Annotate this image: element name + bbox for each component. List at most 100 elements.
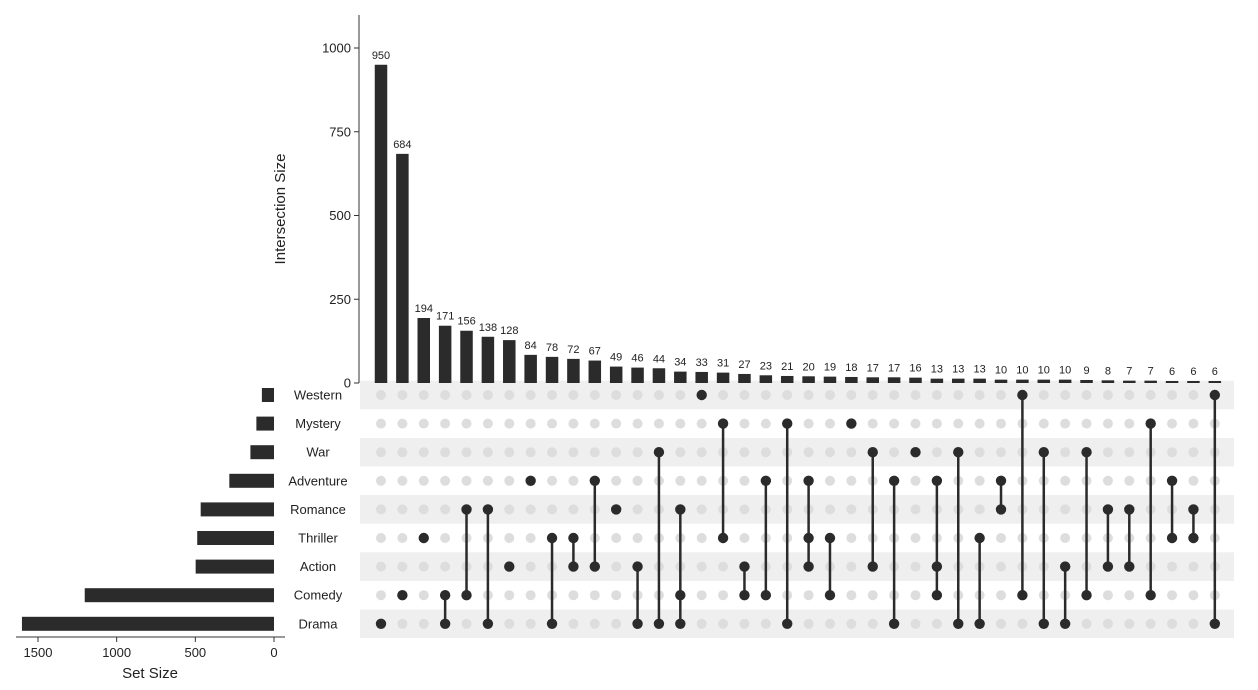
matrix-dot-inactive — [397, 475, 408, 486]
matrix-dot-active — [482, 618, 494, 629]
matrix-dot-inactive — [867, 618, 878, 629]
matrix-dot-inactive — [1102, 590, 1113, 601]
matrix-dot-inactive — [525, 447, 536, 458]
matrix-dot-inactive — [653, 390, 664, 400]
matrix-dot-inactive — [739, 418, 750, 429]
matrix-dot-inactive — [824, 390, 835, 400]
matrix-dot-inactive — [675, 447, 686, 458]
matrix-dot-inactive — [675, 390, 686, 400]
intersection-value-label: 18 — [845, 362, 857, 374]
intersection-bar — [952, 378, 965, 383]
matrix-dot-inactive — [482, 390, 493, 400]
matrix-dot-inactive — [376, 475, 386, 486]
intersection-tick-label: 750 — [329, 124, 351, 139]
matrix-dot-inactive — [1017, 618, 1028, 629]
matrix-dot-active — [568, 561, 579, 572]
matrix-dot-active — [782, 618, 793, 629]
matrix-dot-active — [739, 561, 750, 572]
matrix-dot-inactive — [760, 447, 771, 458]
matrix-dot-active — [439, 590, 451, 601]
intersection-bar — [887, 377, 901, 383]
intersection-value-label: 20 — [802, 361, 814, 373]
matrix-dot-active — [1102, 504, 1114, 515]
matrix-dot-inactive — [846, 618, 857, 629]
matrix-dot-inactive — [931, 390, 942, 400]
intersection-bar — [716, 372, 730, 383]
matrix-dot-inactive — [568, 447, 579, 458]
matrix-dot-inactive — [1124, 390, 1135, 400]
intersection-value-label: 46 — [631, 353, 643, 365]
matrix-dot-active — [418, 532, 429, 544]
matrix-dot-inactive — [974, 418, 985, 429]
matrix-dot-inactive — [803, 447, 814, 458]
set-size-axis: 1500 1000 500 0 Set Size — [16, 636, 285, 682]
set-label-adventure: Adventure — [288, 473, 347, 488]
intersection-bar — [1187, 380, 1200, 383]
intersection-value-label: 33 — [696, 357, 708, 369]
set-label-comedy: Comedy — [294, 588, 343, 603]
intersection-value-label: 128 — [500, 325, 518, 337]
matrix-dot-inactive — [568, 418, 579, 429]
matrix-dot-inactive — [418, 504, 429, 515]
intersection-bar — [374, 64, 388, 383]
intersection-bar — [738, 373, 751, 383]
matrix-dot-active — [953, 447, 964, 458]
matrix-dot-inactive — [1167, 390, 1178, 400]
matrix-dot-inactive — [440, 533, 451, 543]
set-size-bar-mystery — [256, 416, 274, 431]
set-tick-label: 1500 — [24, 645, 53, 660]
matrix-dot-active — [995, 475, 1007, 486]
intersection-bar — [1058, 379, 1072, 383]
matrix-dot-inactive — [931, 447, 942, 458]
matrix-dot-active — [910, 447, 921, 458]
matrix-dot-active — [867, 561, 878, 572]
intersection-value-label: 17 — [888, 362, 900, 374]
intersection-tick-label: 0 — [344, 376, 351, 391]
intersection-bar — [417, 318, 431, 383]
matrix-dot-inactive — [803, 590, 814, 601]
matrix-dot-inactive — [376, 418, 386, 429]
matrix-dot-active — [1145, 418, 1156, 429]
matrix-dot-inactive — [696, 561, 707, 572]
matrix-dot-active — [867, 447, 878, 458]
set-label-western: Western — [294, 388, 342, 403]
matrix-dot-inactive — [440, 447, 451, 458]
matrix-dot-inactive — [974, 504, 985, 515]
intersection-value-label: 684 — [393, 139, 411, 151]
matrix-dot-inactive — [996, 533, 1007, 543]
matrix-dot-inactive — [440, 504, 451, 515]
matrix-dot-inactive — [611, 447, 622, 458]
matrix-dot-inactive — [589, 447, 600, 458]
matrix-dot-inactive — [376, 533, 386, 543]
matrix-dot-inactive — [824, 504, 835, 515]
matrix-dot-inactive — [461, 418, 472, 429]
intersection-bar — [567, 358, 580, 383]
intersection-tick-label: 500 — [329, 208, 351, 223]
matrix-dot-active — [717, 418, 729, 429]
matrix-dot-inactive — [1060, 504, 1071, 515]
matrix-dot-inactive — [1188, 618, 1199, 629]
matrix-dot-inactive — [846, 533, 857, 543]
matrix-dot-inactive — [1060, 475, 1071, 486]
intersection-value-label: 84 — [525, 340, 537, 352]
intersection-value-label: 23 — [760, 360, 772, 372]
matrix-dot-inactive — [803, 418, 814, 429]
intersection-bar — [1165, 380, 1179, 383]
matrix-dot-inactive — [718, 390, 729, 400]
matrix-dot-inactive — [1167, 418, 1178, 429]
matrix-dot-inactive — [397, 390, 408, 400]
matrix-dot-inactive — [910, 504, 921, 515]
matrix-dot-inactive — [589, 618, 600, 629]
matrix-dot-inactive — [696, 533, 707, 543]
matrix-dot-active — [1124, 561, 1135, 572]
matrix-dot-inactive — [974, 475, 985, 486]
matrix-dot-active — [568, 532, 579, 544]
set-size-bar-war — [250, 445, 274, 460]
matrix-dot-active — [1188, 504, 1199, 515]
matrix-dot-inactive — [1102, 447, 1113, 458]
matrix-dot-inactive — [1124, 590, 1135, 601]
intersection-value-label: 49 — [610, 352, 622, 364]
matrix-dot-inactive — [739, 618, 750, 629]
matrix-dot-inactive — [397, 533, 408, 543]
intersection-bar — [802, 376, 815, 383]
